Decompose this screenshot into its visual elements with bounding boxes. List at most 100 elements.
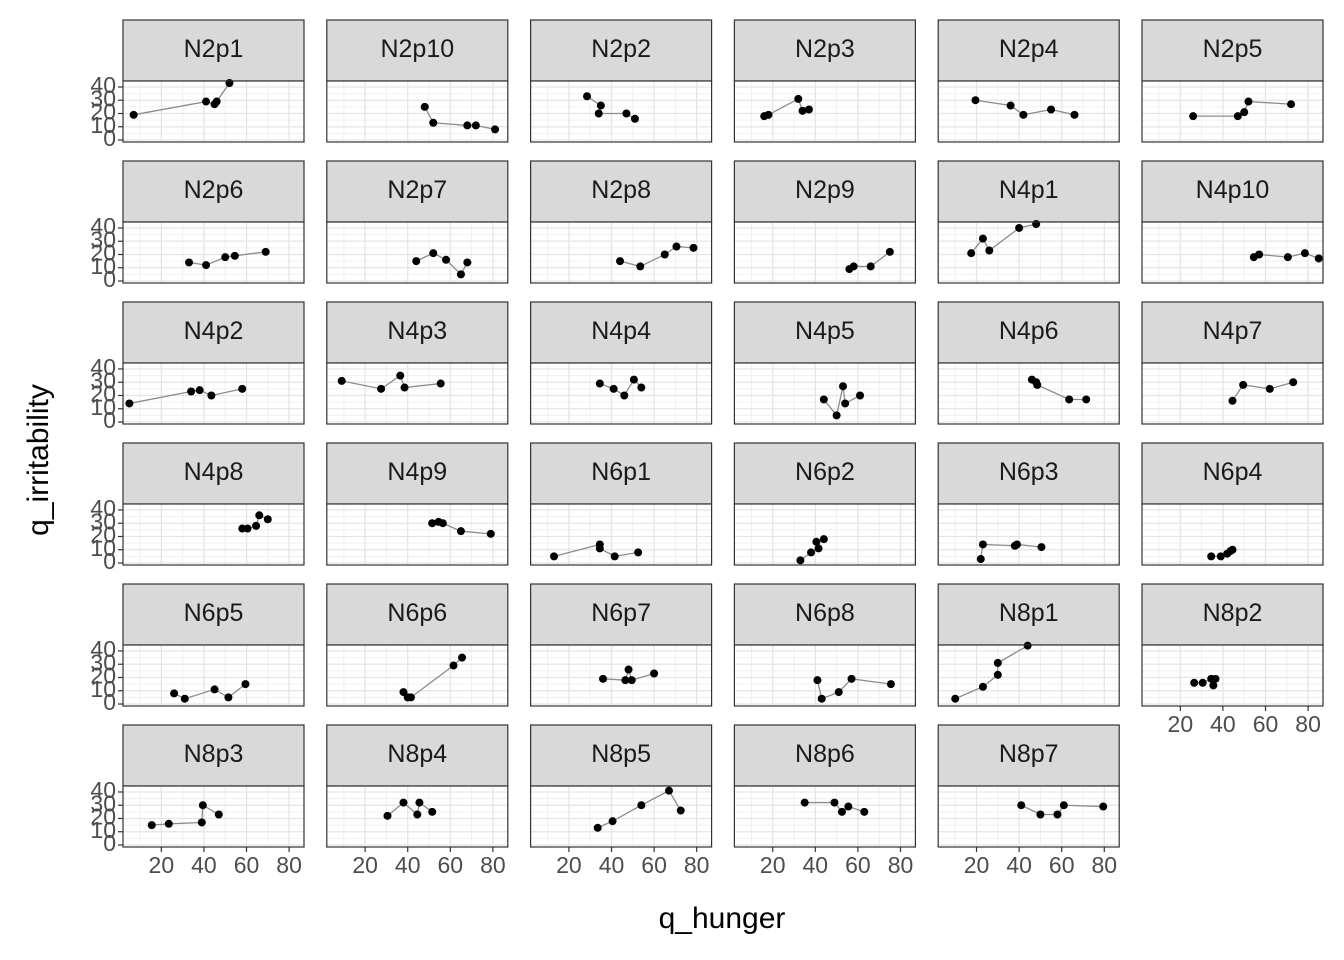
- y-tick-label: 30: [90, 85, 116, 111]
- data-point: [993, 670, 1002, 679]
- strip-label: N8p7: [999, 740, 1059, 768]
- strip: [326, 19, 509, 82]
- panel-border: [122, 503, 305, 566]
- x-tick-label: 80: [1091, 852, 1117, 878]
- data-point: [1033, 380, 1042, 389]
- data-point: [593, 823, 602, 832]
- y-tick-label: 30: [90, 790, 116, 816]
- panel: [1142, 81, 1323, 142]
- panel-border: [937, 785, 1120, 848]
- y-tick-label: 40: [90, 72, 116, 98]
- data-point: [993, 658, 1002, 667]
- strip: [529, 301, 713, 364]
- panel-border: [1141, 644, 1324, 707]
- y-tick-label: 0: [103, 830, 116, 856]
- data-point: [971, 96, 980, 105]
- data-point: [442, 255, 451, 264]
- x-tick-label: 20: [1168, 711, 1194, 737]
- data-point: [550, 552, 559, 561]
- x-tick-label: 20: [964, 852, 990, 878]
- strip-label: N2p10: [380, 35, 454, 63]
- data-point: [819, 395, 828, 404]
- x-tick-label: 60: [234, 852, 260, 878]
- data-point: [1198, 678, 1207, 687]
- series-line: [1231, 381, 1294, 402]
- y-tick-label: 30: [90, 649, 116, 675]
- strip-label: N2p2: [591, 35, 651, 63]
- data-point: [1228, 396, 1237, 405]
- data-point: [383, 811, 392, 820]
- data-point: [620, 391, 629, 400]
- strip: [122, 442, 305, 505]
- data-point: [252, 521, 261, 530]
- data-point: [197, 818, 206, 827]
- data-point: [337, 376, 346, 385]
- data-point: [1244, 97, 1253, 106]
- panel-border: [326, 785, 509, 848]
- panel-border: [122, 80, 305, 143]
- y-tick-label: 40: [90, 495, 116, 521]
- panel-border: [529, 785, 713, 848]
- panel: [1142, 222, 1323, 283]
- y-tick-label: 30: [90, 367, 116, 393]
- data-point: [1070, 110, 1079, 119]
- data-point: [610, 552, 619, 561]
- strip-label: N2p1: [184, 35, 244, 63]
- strip: [1141, 160, 1324, 223]
- data-point: [210, 685, 219, 694]
- data-point: [804, 105, 813, 114]
- data-point: [147, 821, 156, 830]
- panel-border: [937, 80, 1120, 143]
- panel: [1142, 504, 1323, 565]
- strip: [529, 724, 713, 787]
- data-point: [1287, 100, 1296, 109]
- data-point: [622, 109, 631, 118]
- panel: [734, 363, 916, 424]
- strip-label: N6p7: [591, 599, 651, 627]
- data-point: [1240, 108, 1249, 117]
- strip: [733, 442, 917, 505]
- data-point: [415, 798, 424, 807]
- panel: [938, 363, 1120, 424]
- data-point: [689, 243, 698, 252]
- data-point: [886, 680, 895, 689]
- data-point: [1211, 674, 1220, 683]
- strip-label: N4p9: [387, 458, 447, 486]
- data-point: [1059, 801, 1068, 810]
- strip-label: N2p5: [1203, 35, 1263, 63]
- strip-label: N4p8: [184, 458, 244, 486]
- panel-border: [529, 80, 713, 143]
- data-point: [420, 102, 429, 111]
- data-point: [595, 544, 604, 553]
- data-point: [676, 806, 685, 815]
- data-point: [458, 653, 467, 662]
- panel: [326, 81, 508, 142]
- data-point: [812, 537, 821, 546]
- data-point: [429, 249, 438, 258]
- panel-border: [733, 362, 917, 425]
- y-tick-label: 20: [90, 381, 116, 407]
- data-point: [951, 694, 960, 703]
- data-point: [463, 121, 472, 130]
- panel: [326, 645, 508, 706]
- panel: [123, 645, 304, 706]
- x-tick-label: 60: [1049, 852, 1075, 878]
- strip-label: N6p1: [591, 458, 651, 486]
- strip: [937, 583, 1120, 646]
- panel: [938, 645, 1120, 706]
- data-point: [630, 114, 639, 123]
- x-tick-label: 60: [641, 852, 667, 878]
- data-point: [180, 694, 189, 703]
- panel-border: [326, 644, 509, 707]
- panel-border: [529, 503, 713, 566]
- data-point: [456, 270, 465, 279]
- data-point: [238, 384, 247, 393]
- data-point: [634, 548, 643, 557]
- y-tick-label: 10: [90, 676, 116, 702]
- data-point: [660, 250, 669, 259]
- data-point: [1239, 380, 1248, 389]
- panel-border: [1141, 80, 1324, 143]
- x-tick-label: 40: [803, 852, 829, 878]
